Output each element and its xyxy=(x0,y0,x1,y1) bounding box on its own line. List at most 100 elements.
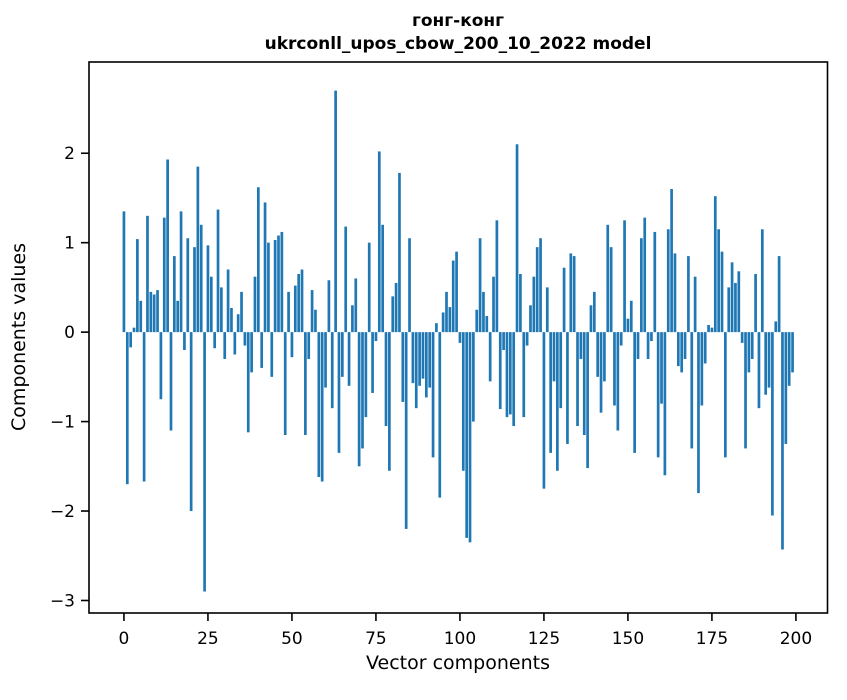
bar xyxy=(720,251,724,333)
bar xyxy=(438,332,442,498)
y-tick-label: 1 xyxy=(64,234,75,254)
bar xyxy=(347,332,351,386)
bar xyxy=(710,327,714,333)
bar xyxy=(626,318,630,333)
bar xyxy=(760,229,764,333)
bar xyxy=(216,209,220,333)
bar xyxy=(556,332,559,471)
bar xyxy=(744,332,747,449)
bar xyxy=(633,332,636,453)
bar xyxy=(525,332,529,346)
x-tick-label: 75 xyxy=(365,629,387,649)
bar xyxy=(357,332,361,467)
bar xyxy=(226,269,230,333)
bar xyxy=(132,327,136,333)
bar xyxy=(149,291,153,333)
x-tick-label: 100 xyxy=(444,629,476,649)
bar xyxy=(643,217,647,333)
bar xyxy=(579,332,583,359)
bar xyxy=(448,307,452,333)
bar xyxy=(398,172,401,333)
bar xyxy=(122,211,126,333)
bar xyxy=(549,332,552,453)
bar xyxy=(740,332,744,343)
bar xyxy=(703,332,707,364)
bar xyxy=(508,332,512,415)
bar xyxy=(314,309,317,333)
bar xyxy=(384,332,388,427)
bar xyxy=(569,253,573,333)
bar xyxy=(236,314,240,333)
bar xyxy=(435,323,438,333)
bar xyxy=(176,300,180,333)
bar xyxy=(663,332,667,476)
bar xyxy=(599,332,603,413)
bar xyxy=(781,332,784,550)
bar xyxy=(586,332,589,469)
bar xyxy=(223,332,227,359)
bar xyxy=(260,332,264,368)
bar xyxy=(529,305,532,333)
bar xyxy=(334,90,337,333)
bar xyxy=(253,276,257,333)
bar xyxy=(428,332,432,388)
bar xyxy=(680,332,684,373)
bar xyxy=(767,332,771,388)
bar xyxy=(404,332,408,529)
bar xyxy=(629,300,633,333)
bar xyxy=(640,238,643,333)
bar xyxy=(293,285,297,333)
bar xyxy=(330,332,334,409)
bar xyxy=(539,238,542,333)
bar xyxy=(673,253,677,333)
bar xyxy=(203,332,206,592)
bar xyxy=(421,332,425,379)
bar xyxy=(441,312,445,333)
bar xyxy=(562,267,566,333)
axis-ticks xyxy=(81,152,797,621)
y-tick-label: −2 xyxy=(50,502,75,522)
bar xyxy=(774,321,778,333)
bar xyxy=(381,224,384,333)
bar xyxy=(656,332,660,458)
x-tick-label: 150 xyxy=(612,629,644,649)
bar xyxy=(213,332,217,349)
bars xyxy=(122,90,794,592)
bar xyxy=(146,215,149,333)
x-tick-label: 200 xyxy=(780,629,812,649)
bar xyxy=(475,309,479,333)
bar xyxy=(687,256,690,333)
bar xyxy=(431,332,435,458)
bar xyxy=(310,290,314,333)
bar xyxy=(246,332,250,433)
bar xyxy=(734,282,737,333)
y-tick-label: −1 xyxy=(50,413,75,433)
y-tick-label: 0 xyxy=(64,323,75,343)
bar xyxy=(505,332,509,418)
bar xyxy=(791,332,794,373)
bar xyxy=(636,332,640,359)
bar xyxy=(418,332,421,386)
bar xyxy=(713,196,717,333)
bar xyxy=(173,256,176,333)
bar xyxy=(623,220,626,333)
bar xyxy=(414,332,418,409)
bar xyxy=(371,332,374,393)
x-tick-label: 0 xyxy=(119,629,130,649)
bar xyxy=(189,332,193,512)
bar xyxy=(166,159,169,333)
bar xyxy=(388,332,391,471)
x-tick-label: 175 xyxy=(696,629,728,649)
bar xyxy=(209,276,213,333)
bar xyxy=(455,251,458,333)
bar xyxy=(478,238,482,333)
bar xyxy=(125,332,129,485)
bar xyxy=(324,332,327,388)
bar xyxy=(690,332,694,449)
bar xyxy=(542,332,546,489)
y-axis-label: Components values xyxy=(8,243,30,431)
bar xyxy=(183,332,186,351)
bar xyxy=(666,229,670,333)
bar xyxy=(693,276,697,333)
